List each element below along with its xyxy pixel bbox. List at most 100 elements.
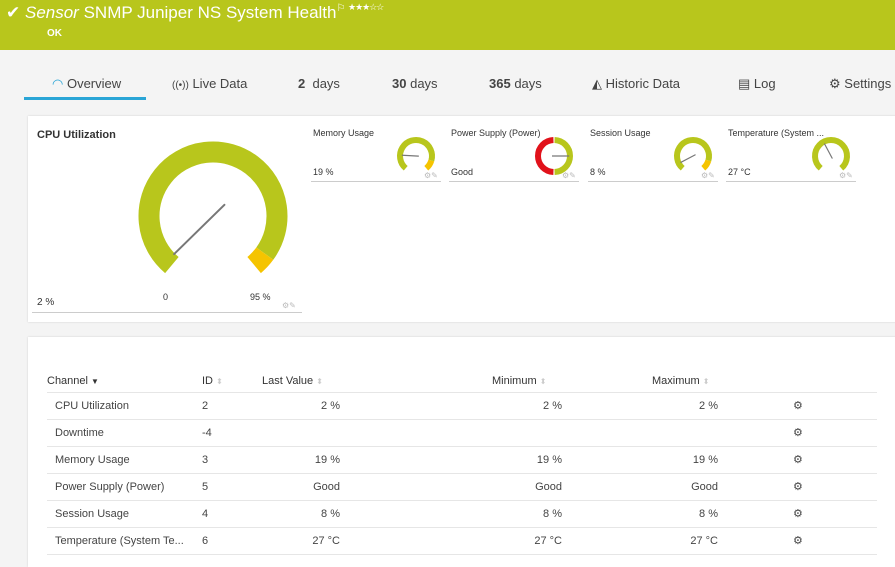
cell-minimum: 27 °C <box>352 527 562 555</box>
cpu-gauge <box>138 141 288 274</box>
broadcast-icon: ((•)) <box>172 80 189 91</box>
gauge-arc-ok <box>397 137 435 171</box>
mini-gauge-label: Session Usage <box>590 128 651 138</box>
cell-last-value <box>262 419 352 447</box>
tab-live-data[interactable]: ((•)) Live Data <box>172 76 248 91</box>
gear-icon[interactable]: ⚙✎ <box>424 171 438 180</box>
cell-id: 4 <box>202 500 262 528</box>
table-row[interactable]: CPU Utilization 2 2 % 2 % 2 % ⚙ <box>47 392 877 420</box>
channel-settings-icon[interactable]: ⚙ <box>718 473 877 501</box>
cell-maximum: 19 % <box>562 446 718 474</box>
rating-stars[interactable]: ★★★☆☆ <box>348 2 384 12</box>
mini-gauge <box>674 137 712 171</box>
table-row[interactable]: Power Supply (Power) 5 Good Good Good ⚙ <box>47 473 877 501</box>
tab-365-days[interactable]: 365 days <box>489 76 542 91</box>
table-row[interactable]: Memory Usage 3 19 % 19 % 19 % ⚙ <box>47 446 877 474</box>
mini-gauge-value: 27 °C <box>728 167 751 177</box>
gear-icon[interactable]: ⚙✎ <box>701 171 715 180</box>
tab-overview[interactable]: ◠ Overview <box>52 76 122 91</box>
sort-desc-icon: ▼ <box>91 376 99 386</box>
divider <box>726 181 856 182</box>
channel-settings-icon[interactable]: ⚙ <box>718 500 877 528</box>
column-header-maximum[interactable]: Maximum ⬍ <box>562 370 718 393</box>
gauge-icon: ◠ <box>52 76 64 91</box>
tab-30-days[interactable]: 30 days <box>392 76 438 91</box>
cell-channel[interactable]: Temperature (System Te... <box>47 527 202 555</box>
gear-icon[interactable]: ⚙✎ <box>282 301 296 310</box>
channel-settings-icon[interactable]: ⚙ <box>718 446 877 474</box>
gauge-min-label: 0 <box>163 292 169 302</box>
cell-minimum <box>352 419 562 447</box>
gauge-arc-ok <box>674 137 712 171</box>
area-chart-icon: ◭ <box>592 76 602 91</box>
tab-bar: ◠ Overview ((•)) Live Data 2 days 30 day… <box>0 70 895 100</box>
divider <box>32 312 302 313</box>
cell-last-value: 8 % <box>262 500 352 528</box>
main-gauge-value: 2 % <box>37 297 55 308</box>
cell-id: 3 <box>202 446 262 474</box>
divider <box>588 181 718 182</box>
tab-historic-data[interactable]: ◭ Historic Data <box>592 76 681 91</box>
tab-2-days[interactable]: 2 days <box>298 76 340 91</box>
gauge-needle <box>824 143 833 159</box>
channel-settings-icon[interactable]: ⚙ <box>718 527 877 555</box>
cell-minimum: 19 % <box>352 446 562 474</box>
cell-id: 5 <box>202 473 262 501</box>
cell-last-value: 27 °C <box>262 527 352 555</box>
tab-log[interactable]: ▤ Log <box>738 76 776 91</box>
column-header-id[interactable]: ID ⬍ <box>202 370 262 393</box>
cell-channel[interactable]: Memory Usage <box>47 446 202 474</box>
column-header-minimum[interactable]: Minimum ⬍ <box>352 370 562 393</box>
cell-minimum: Good <box>352 473 562 501</box>
cell-last-value: Good <box>262 473 352 501</box>
table-row[interactable]: Temperature (System Te... 6 27 °C 27 °C … <box>47 527 877 555</box>
cell-id: 6 <box>202 527 262 555</box>
sensor-header: ✔ Sensor SNMP Juniper NS System Health⚐ … <box>0 0 895 50</box>
cell-last-value: 19 % <box>262 446 352 474</box>
mini-gauge-value: 19 % <box>313 167 334 177</box>
cell-minimum: 2 % <box>352 392 562 420</box>
gauge-arc-warning <box>424 159 435 171</box>
cell-maximum: Good <box>562 473 718 501</box>
flag-icon[interactable]: ⚐ <box>336 3 346 14</box>
cell-channel[interactable]: Power Supply (Power) <box>47 473 202 501</box>
gauge-needle <box>173 203 226 256</box>
mini-gauge-value: 8 % <box>590 167 606 177</box>
channel-settings-icon[interactable]: ⚙ <box>718 392 877 420</box>
divider <box>311 181 441 182</box>
mini-gauge-label: Power Supply (Power) <box>451 128 541 138</box>
gauge-max-label: 95 % <box>250 292 271 302</box>
table-row[interactable]: Session Usage 4 8 % 8 % 8 % ⚙ <box>47 500 877 528</box>
gauge-arc-ok <box>812 137 850 171</box>
table-row[interactable]: Downtime -4 ⚙ <box>47 419 877 447</box>
active-tab-indicator <box>24 97 146 100</box>
cell-channel[interactable]: Downtime <box>47 419 202 447</box>
gauge-arc-warning <box>701 159 712 171</box>
column-header-actions <box>718 370 877 393</box>
cell-minimum: 8 % <box>352 500 562 528</box>
gear-icon: ⚙ <box>829 76 841 91</box>
gauge-needle <box>401 154 419 157</box>
list-icon: ▤ <box>738 76 751 91</box>
column-header-channel[interactable]: Channel ▼ <box>47 370 202 393</box>
sort-icon: ⬍ <box>316 376 323 386</box>
cell-id: -4 <box>202 419 262 447</box>
main-gauge-label: CPU Utilization <box>37 129 116 141</box>
mini-gauge <box>397 137 435 171</box>
mini-gauge-value: Good <box>451 167 474 177</box>
tab-settings[interactable]: ⚙ Settings <box>829 76 892 91</box>
channel-settings-icon[interactable]: ⚙ <box>718 419 877 447</box>
status-text: OK <box>47 28 62 39</box>
cell-maximum: 8 % <box>562 500 718 528</box>
column-header-last-value[interactable]: Last Value ⬍ <box>262 370 352 393</box>
gear-icon[interactable]: ⚙✎ <box>839 171 853 180</box>
sort-icon: ⬍ <box>702 376 710 386</box>
divider <box>449 181 579 182</box>
gauge-arc-ok <box>138 141 288 274</box>
sensor-title: ✔ Sensor SNMP Juniper NS System Health⚐ <box>6 3 346 22</box>
channels-table: Channel ▼ ID ⬍ Last Value ⬍ Minimum ⬍ Ma… <box>47 370 877 555</box>
gear-icon[interactable]: ⚙✎ <box>562 171 576 180</box>
cell-channel[interactable]: CPU Utilization <box>47 392 202 420</box>
sort-icon: ⬍ <box>539 376 547 386</box>
cell-channel[interactable]: Session Usage <box>47 500 202 528</box>
